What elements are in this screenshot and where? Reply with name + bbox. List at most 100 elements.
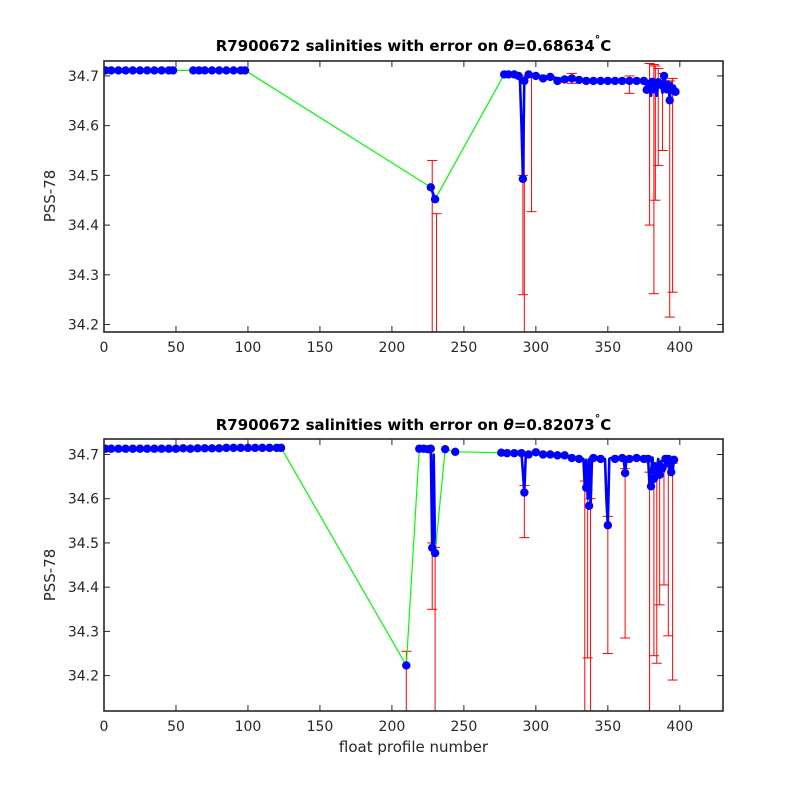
- bottom-data-point: [276, 443, 286, 453]
- top-data-point: [610, 76, 620, 86]
- bottom-data-point: [603, 521, 613, 530]
- bottom-connector-line: [455, 451, 502, 454]
- top-data-point: [659, 71, 669, 81]
- bottom-data-point: [610, 454, 620, 464]
- bottom-data-point: [582, 483, 591, 492]
- bottom-data-point: [618, 453, 627, 463]
- bottom-data-point: [243, 443, 253, 453]
- bottom-x-tick-label: 150: [307, 719, 334, 735]
- top-data-point: [222, 66, 231, 75]
- top-data-point: [240, 66, 250, 75]
- top-data-point: [142, 66, 152, 75]
- bottom-ticks: 0 50 100 150 200 250 300 350 400 34.2 34.3 34.4 34.5…: [68, 439, 723, 735]
- top-data-point: [135, 66, 145, 75]
- top-data-point: [574, 75, 584, 85]
- bottom-data-point: [265, 443, 274, 453]
- bottom-data-point: [430, 548, 440, 558]
- bottom-data-point: [258, 443, 267, 453]
- top-data-point: [214, 66, 224, 75]
- bottom-data-point: [440, 444, 450, 454]
- top-data-point: [430, 195, 440, 204]
- bottom-plot-area: [104, 439, 723, 711]
- bottom-x-tick-label: 0: [100, 719, 109, 735]
- top-data-point: [514, 71, 523, 81]
- bottom-data-point: [222, 443, 231, 453]
- bottom-data-point: [426, 444, 435, 453]
- bottom-data-point: [669, 455, 679, 464]
- bottom-data-point: [510, 448, 519, 458]
- bottom-data-point: [451, 447, 460, 457]
- bottom-data-point: [121, 444, 130, 453]
- top-data-point: [194, 66, 204, 75]
- bottom-data-point: [106, 444, 116, 453]
- top-data-point: [168, 66, 178, 75]
- bottom-data-point: [531, 448, 541, 457]
- top-y-axis-label: PSS-78: [41, 170, 59, 223]
- top-y-tick-label: 34.7: [68, 69, 99, 85]
- top-data-point: [632, 76, 641, 86]
- bottom-data-point: [250, 443, 260, 453]
- bottom-x-tick-label: 300: [522, 719, 549, 735]
- bottom-data-layer: [104, 443, 679, 711]
- bottom-y-axis-label: PSS-78: [41, 549, 59, 602]
- top-ticks: 0 50 100 150 200 250 300 350 400 34.2 34.3 34.4 34.5…: [68, 61, 723, 356]
- bottom-data-point: [171, 444, 181, 453]
- top-data-point: [567, 74, 577, 83]
- bottom-data-point: [596, 454, 605, 464]
- bottom-y-tick-label: 34.4: [68, 580, 99, 596]
- top-data-point: [639, 76, 649, 86]
- top-data-point: [121, 66, 130, 75]
- bottom-x-tick-label: 250: [451, 719, 478, 735]
- top-x-tick-label: 300: [522, 340, 549, 356]
- bottom-axes-box: [103, 438, 724, 712]
- bottom-data-point: [164, 444, 173, 453]
- bottom-connector-line: [280, 447, 407, 666]
- bottom-data-point: [214, 444, 224, 453]
- bottom-data-point: [193, 444, 202, 453]
- top-x-tick-label: 200: [379, 340, 406, 356]
- bottom-data-point: [538, 450, 548, 459]
- bottom-y-tick-label: 34.6: [68, 492, 99, 508]
- top-axes-box: [103, 60, 724, 333]
- top-data-point: [531, 71, 541, 81]
- top-data-point: [504, 70, 513, 79]
- bottom-data-point: [142, 444, 152, 453]
- top-connector-line: [434, 74, 505, 200]
- bottom-data-point: [646, 482, 656, 491]
- top-data-point: [625, 76, 634, 86]
- bottom-data-point: [186, 444, 195, 453]
- bottom-data-point: [135, 444, 145, 453]
- top-error-bar: [648, 63, 659, 295]
- bottom-data-point: [200, 444, 209, 453]
- bottom-x-tick-label: 400: [666, 719, 693, 735]
- bottom-data-point: [502, 448, 512, 458]
- top-data-point: [596, 76, 605, 86]
- top-data-point: [520, 76, 529, 86]
- bottom-data-point: [524, 450, 533, 459]
- top-data-point: [665, 96, 674, 105]
- top-data-point: [553, 76, 562, 86]
- top-data-point: [106, 66, 116, 75]
- bottom-connector-line: [434, 449, 446, 554]
- top-data-point: [207, 66, 217, 75]
- bottom-data-point: [632, 453, 641, 463]
- bottom-data-point: [517, 448, 526, 458]
- top-error-bar: [431, 213, 442, 332]
- top-x-tick-label: 400: [666, 340, 693, 356]
- top-data-point: [426, 183, 435, 192]
- top-data-point: [157, 66, 166, 75]
- top-data-layer: [104, 62, 680, 332]
- bottom-x-axis-label: float profile number: [339, 738, 489, 756]
- top-y-tick-label: 34.6: [68, 119, 99, 135]
- top-y-tick-label: 34.4: [68, 218, 99, 234]
- top-data-point: [618, 76, 627, 86]
- bottom-data-point: [589, 453, 598, 463]
- bottom-panel: 0 50 100 150 200 250 300 350 400 34.2 34.3 34.4 34.5…: [41, 412, 724, 756]
- bottom-y-tick-label: 34.2: [68, 669, 99, 685]
- top-y-tick-label: 34.3: [68, 268, 99, 284]
- bottom-data-point: [207, 444, 217, 453]
- top-data-point: [656, 80, 666, 90]
- bottom-data-point: [229, 443, 238, 453]
